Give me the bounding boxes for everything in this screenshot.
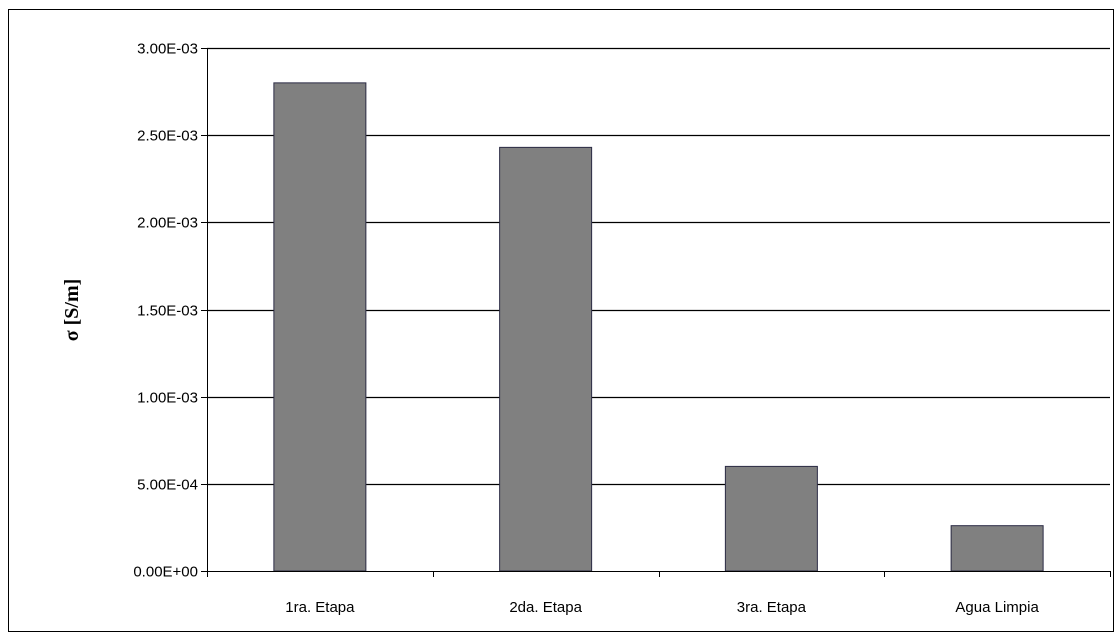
y-tick-label: 5.00E-04	[137, 477, 198, 494]
x-tick-label: 2da. Etapa	[509, 599, 582, 616]
x-tick-label: 1ra. Etapa	[285, 599, 355, 616]
y-tick-label: 1.50E-03	[137, 303, 198, 320]
axes	[201, 48, 1111, 577]
x-tick-label: Agua Limpia	[955, 599, 1039, 616]
y-tick-label: 1.00E-03	[137, 390, 198, 407]
y-tick-label: 3.00E-03	[137, 41, 198, 58]
bar-agua-limpia	[950, 525, 1044, 572]
y-tick-label: 2.50E-03	[137, 128, 198, 145]
bar-1ra-etapa	[273, 82, 367, 572]
bars	[273, 82, 1044, 572]
y-tick-labels: 0.00E+00 5.00E-04 1.00E-03 1.50E-03 2.00E-03…	[133, 41, 198, 581]
y-tick-label: 2.00E-03	[137, 215, 198, 232]
y-tick-label: 0.00E+00	[133, 564, 198, 581]
bar-2da-etapa	[499, 146, 593, 572]
x-tick-labels: 1ra. Etapa 2da. Etapa 3ra. Etapa Agua Limpi…	[285, 599, 1039, 616]
chart-border	[8, 9, 1114, 632]
y-axis-label: σ [S/m]	[61, 279, 83, 342]
bar-3ra-etapa	[724, 465, 818, 572]
x-tick-label: 3ra. Etapa	[737, 599, 807, 616]
